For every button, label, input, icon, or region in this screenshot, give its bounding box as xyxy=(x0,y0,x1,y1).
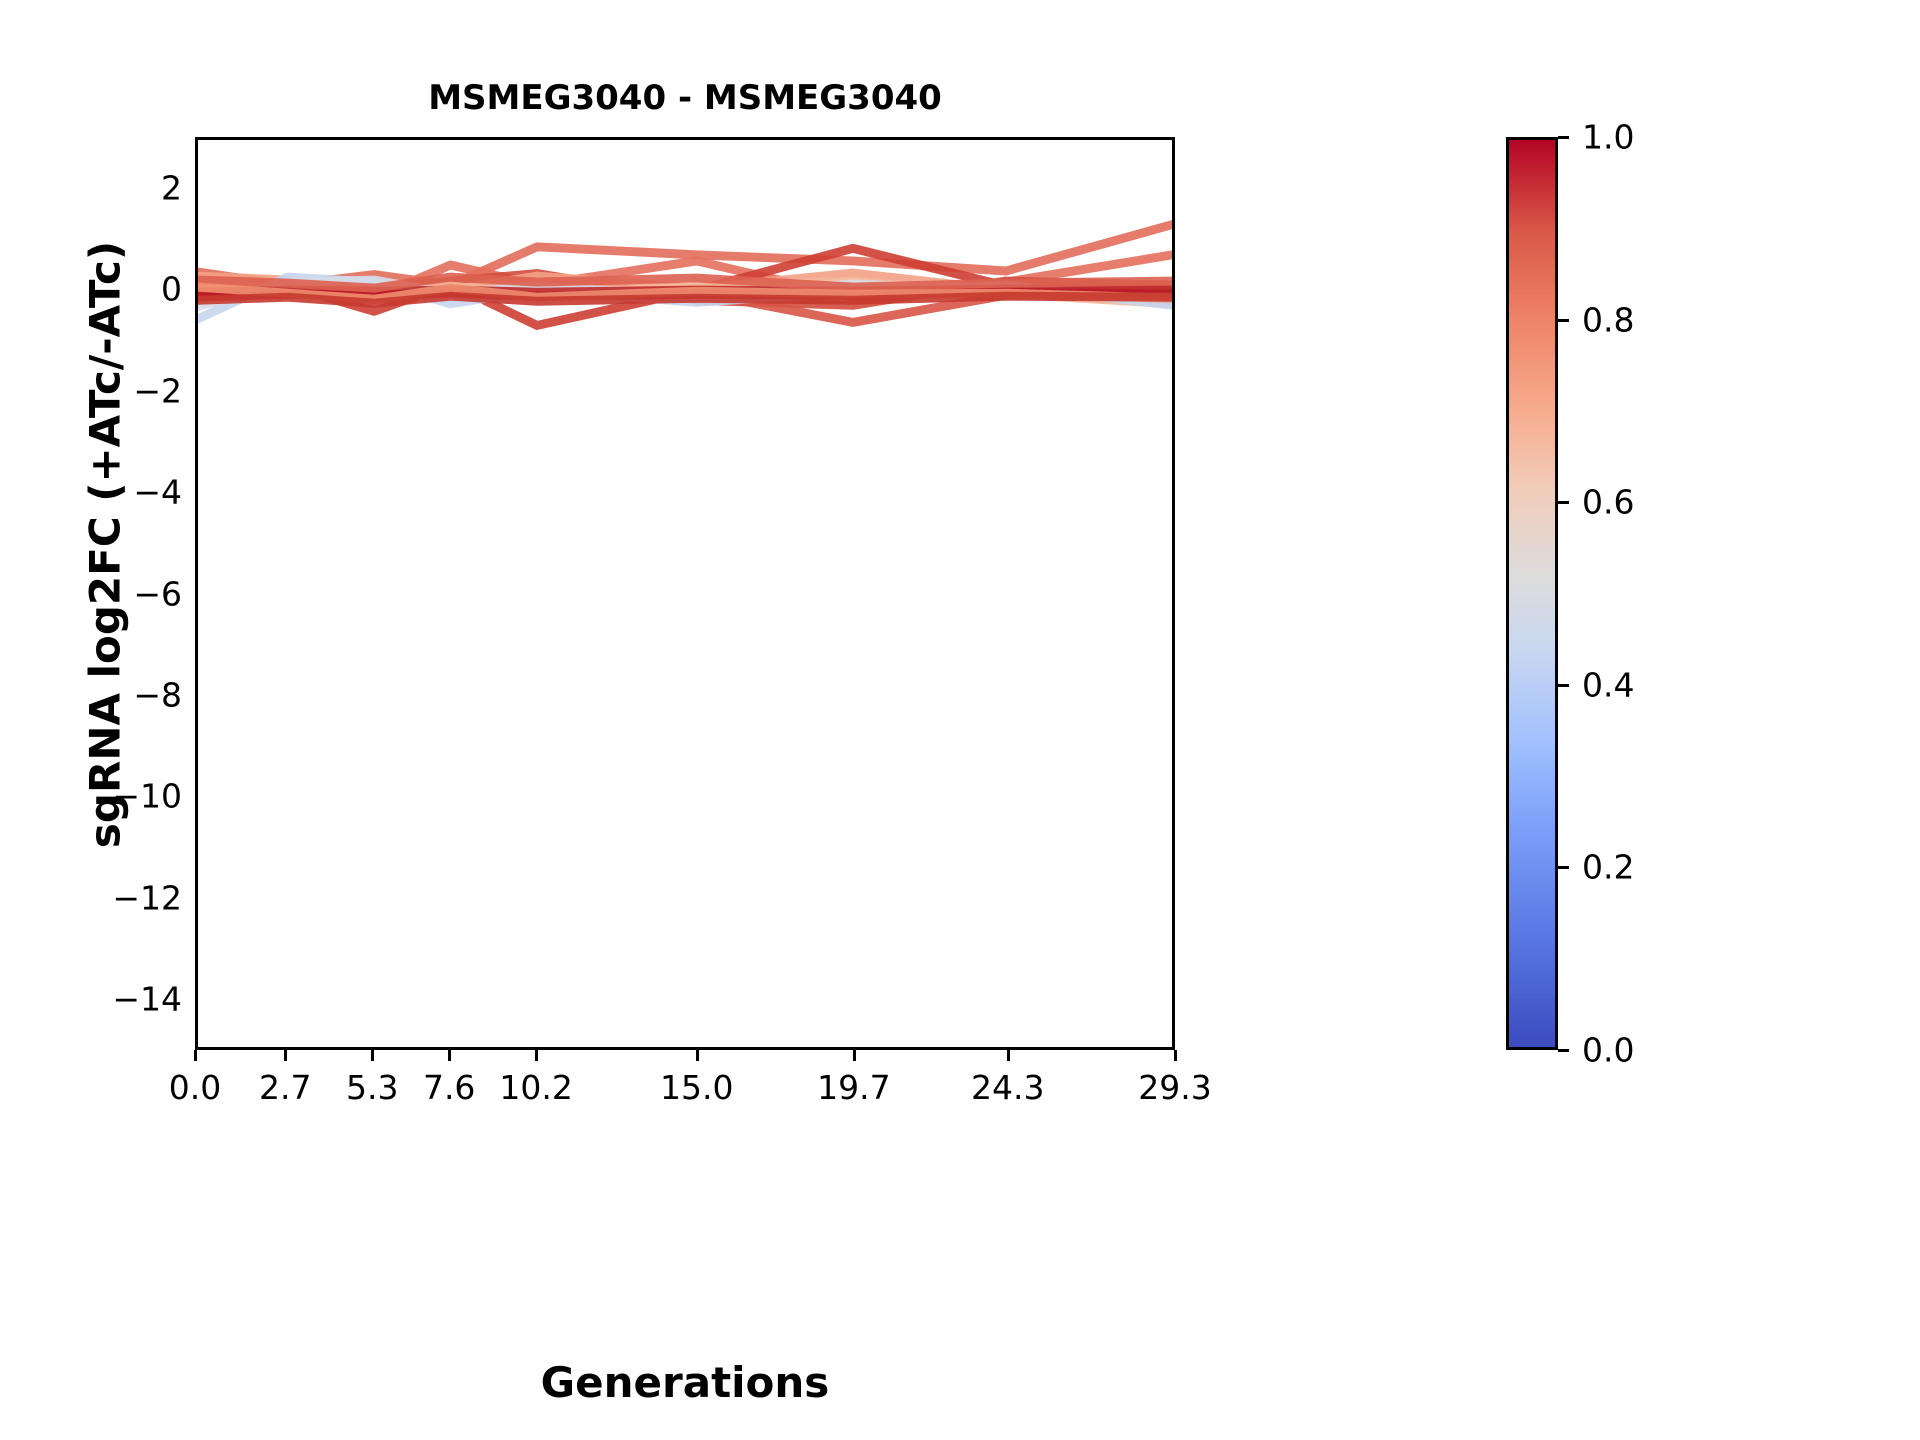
x-axis-ticks: 0.0 2.7 5.3 7.6 10.2 15.0 19.7 24.3 29.3 xyxy=(169,1050,1212,1120)
colorbar-tick-mark xyxy=(1558,1049,1569,1052)
x-tick-mark xyxy=(1006,1050,1010,1061)
x-tick-label: 5.3 xyxy=(346,1068,399,1107)
x-axis-label: Generations xyxy=(540,1358,830,1407)
x-tick-mark xyxy=(695,1050,699,1061)
x-tick-mark xyxy=(1174,1050,1177,1061)
y-tick-label: −2 xyxy=(133,371,182,411)
x-tick-mark xyxy=(852,1050,856,1061)
y-tick-label: 2 xyxy=(161,168,182,208)
y-tick-label: −14 xyxy=(112,979,182,1019)
x-tick-mark xyxy=(448,1050,452,1061)
colorbar-tick-label: 0.2 xyxy=(1582,847,1635,887)
colorbar xyxy=(1506,137,1558,1050)
y-tick-label: 0 xyxy=(161,269,182,309)
line-series xyxy=(198,272,1172,293)
colorbar-tick-label: 0.6 xyxy=(1582,482,1635,522)
y-tick-label: −6 xyxy=(133,574,182,613)
colorbar-tick-mark xyxy=(1558,501,1569,505)
x-tick-label: 19.7 xyxy=(817,1068,891,1107)
colorbar-tick-label: 0.4 xyxy=(1582,665,1635,705)
colorbar-tick-label: 0.0 xyxy=(1582,1030,1635,1070)
x-tick-label: 7.6 xyxy=(422,1068,476,1107)
line-series-group xyxy=(198,220,1172,330)
line-series xyxy=(198,291,1172,308)
colorbar-tick-mark xyxy=(1558,318,1569,322)
x-tick-mark xyxy=(371,1050,375,1061)
colorbar-tick-mark xyxy=(1558,136,1569,139)
y-tick-label: −4 xyxy=(133,472,182,512)
colorbar-tick-mark xyxy=(1558,866,1569,870)
page-title: MSMEG3040 - MSMEG3040 xyxy=(428,78,942,118)
x-tick-mark xyxy=(535,1050,539,1061)
x-tick-label: 2.7 xyxy=(259,1068,312,1107)
colorbar-tick-label: 1.0 xyxy=(1582,117,1635,157)
x-tick-label: 10.2 xyxy=(499,1068,573,1107)
y-tick-label: −12 xyxy=(112,878,182,918)
x-tick-label: 29.3 xyxy=(1138,1068,1212,1107)
y-tick-label: −8 xyxy=(133,675,182,715)
colorbar-tick-label: 0.8 xyxy=(1582,300,1635,340)
x-tick-label: 15.0 xyxy=(659,1068,734,1107)
y-tick-label: −10 xyxy=(112,776,182,816)
y-axis-ticks: 2 0 −2 −4 −6 −8 −10 −12 −14 xyxy=(60,137,253,1050)
x-tick-label: 24.3 xyxy=(971,1068,1045,1107)
x-tick-mark xyxy=(284,1050,288,1061)
colorbar-tick-mark xyxy=(1558,683,1569,687)
x-tick-label: 0.0 xyxy=(168,1068,222,1107)
x-tick-mark xyxy=(194,1050,197,1061)
plot-area xyxy=(195,137,1175,1050)
